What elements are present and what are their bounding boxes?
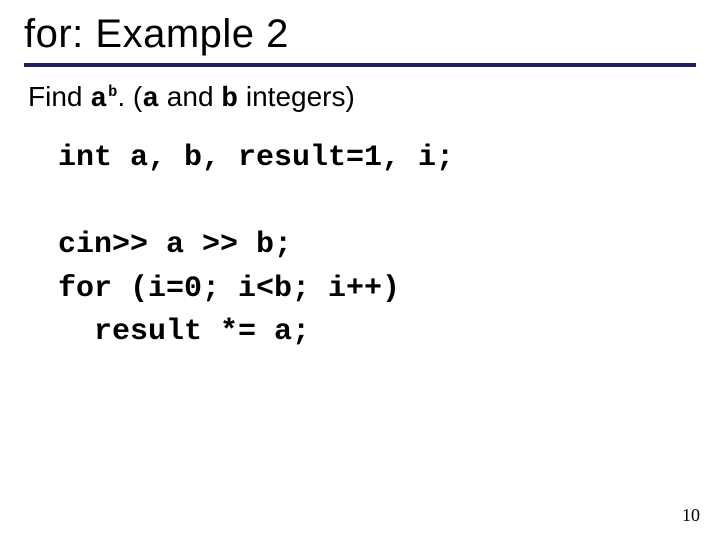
subtitle-base-a: a (90, 84, 107, 115)
subtitle-var-a: a (142, 84, 159, 115)
subtitle-suffix: integers) (238, 81, 355, 112)
subtitle-mid: and (159, 81, 221, 112)
code-line-0: int a, b, result=1, i; (58, 141, 454, 175)
subtitle-var-b: b (221, 84, 238, 115)
slide-title: for: Example 2 (24, 12, 696, 57)
subtitle-after-exp: . ( (117, 81, 142, 112)
slide: for: Example 2 Find ab. (a and b integer… (0, 0, 720, 540)
code-line-3: for (i=0; i<b; i++) (58, 272, 400, 306)
code-block: int a, b, result=1, i; cin>> a >> b; for… (58, 137, 696, 355)
title-underline (24, 63, 696, 67)
subtitle-exponent-b: b (108, 83, 117, 101)
subtitle: Find ab. (a and b integers) (28, 81, 696, 115)
subtitle-prefix: Find (28, 81, 90, 112)
code-line-2: cin>> a >> b; (58, 228, 292, 262)
code-line-4: result *= a; (58, 315, 310, 349)
page-number: 10 (682, 505, 700, 526)
